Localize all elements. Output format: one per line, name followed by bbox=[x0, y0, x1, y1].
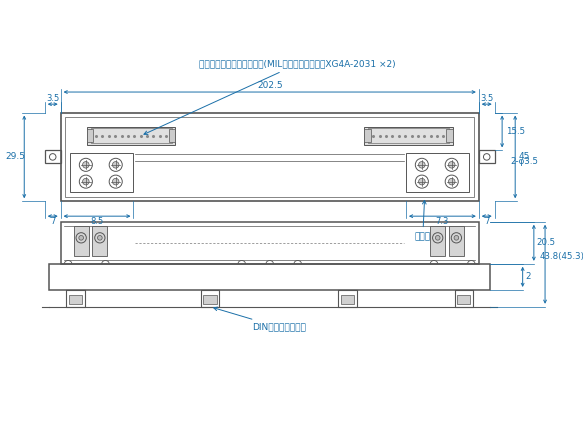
Circle shape bbox=[97, 236, 102, 240]
Text: 15.5: 15.5 bbox=[505, 127, 525, 136]
Text: 29.5: 29.5 bbox=[6, 153, 26, 161]
Circle shape bbox=[436, 236, 440, 240]
Circle shape bbox=[83, 178, 89, 185]
Bar bbox=[430, 225, 445, 257]
Bar bbox=[455, 290, 473, 307]
Bar bbox=[368, 128, 449, 143]
Bar bbox=[73, 225, 89, 257]
Bar bbox=[479, 150, 494, 163]
Bar bbox=[449, 225, 464, 257]
Text: 202.5: 202.5 bbox=[257, 81, 283, 90]
Text: 43.8(45.3): 43.8(45.3) bbox=[539, 252, 583, 261]
Bar bbox=[50, 264, 490, 290]
Text: 3.5: 3.5 bbox=[46, 94, 59, 103]
Circle shape bbox=[79, 236, 83, 240]
Text: 7: 7 bbox=[50, 217, 55, 226]
Bar bbox=[364, 129, 371, 142]
Bar bbox=[87, 127, 175, 145]
Circle shape bbox=[448, 162, 455, 168]
Circle shape bbox=[419, 178, 425, 185]
Text: 端子台: 端子台 bbox=[415, 201, 431, 241]
Bar bbox=[446, 129, 452, 142]
Bar bbox=[65, 117, 474, 197]
Text: 7: 7 bbox=[484, 217, 489, 226]
Text: 20.5: 20.5 bbox=[536, 238, 556, 247]
Text: DINレール用ロック: DINレール用ロック bbox=[214, 307, 306, 332]
Bar bbox=[61, 113, 479, 201]
Bar bbox=[457, 295, 470, 304]
Bar bbox=[340, 295, 354, 304]
Bar bbox=[92, 225, 107, 257]
Bar bbox=[66, 290, 85, 307]
Bar bbox=[406, 153, 469, 192]
Circle shape bbox=[113, 178, 119, 185]
Bar bbox=[201, 290, 219, 307]
Bar bbox=[338, 290, 357, 307]
Bar bbox=[70, 153, 134, 192]
Text: 2-φ3.5: 2-φ3.5 bbox=[511, 157, 539, 166]
Text: 7.3: 7.3 bbox=[436, 217, 449, 226]
Bar bbox=[203, 295, 216, 304]
Text: 2: 2 bbox=[525, 272, 531, 281]
Text: フラットケーブルコネクタ(MILタイププラグ：形XG4A-2031 ×2): フラットケーブルコネクタ(MILタイププラグ：形XG4A-2031 ×2) bbox=[144, 59, 396, 135]
Bar bbox=[364, 127, 452, 145]
Bar bbox=[69, 295, 82, 304]
Circle shape bbox=[419, 162, 425, 168]
Bar bbox=[61, 222, 479, 264]
Text: 8.5: 8.5 bbox=[90, 217, 104, 226]
Text: 45: 45 bbox=[519, 153, 530, 161]
Circle shape bbox=[113, 162, 119, 168]
Bar bbox=[169, 129, 175, 142]
Text: 3.5: 3.5 bbox=[480, 94, 493, 103]
Circle shape bbox=[454, 236, 459, 240]
Bar bbox=[87, 129, 93, 142]
Circle shape bbox=[448, 178, 455, 185]
Bar bbox=[90, 128, 172, 143]
Bar bbox=[45, 150, 61, 163]
Circle shape bbox=[83, 162, 89, 168]
